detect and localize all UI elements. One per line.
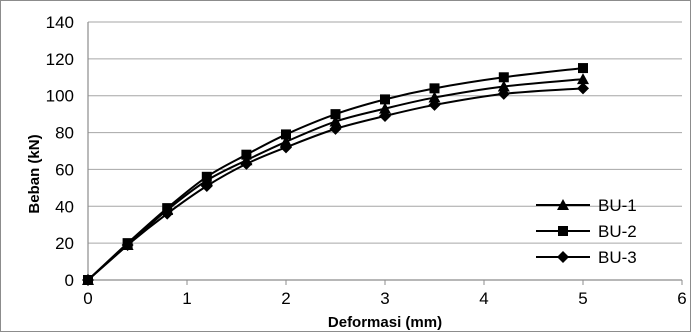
data-point-bu-1 bbox=[329, 115, 342, 127]
y-tick-label: 60 bbox=[55, 160, 74, 179]
series-lines bbox=[82, 63, 589, 286]
data-point-bu-3 bbox=[497, 87, 510, 100]
x-tick-label: 2 bbox=[281, 289, 290, 308]
series-line-bu-2 bbox=[87, 67, 584, 281]
x-tick-label: 4 bbox=[479, 289, 488, 308]
legend-label-bu-3: BU-3 bbox=[598, 248, 637, 267]
series-bu-2 bbox=[83, 63, 588, 285]
data-point-bu-1 bbox=[428, 91, 441, 103]
data-point-bu-3 bbox=[200, 180, 213, 193]
x-axis-title: Deformasi (mm) bbox=[328, 314, 442, 331]
data-point-bu-2 bbox=[578, 63, 588, 74]
gridlines bbox=[88, 21, 682, 244]
y-tick-label: 140 bbox=[46, 13, 74, 32]
data-point-bu-3 bbox=[161, 207, 174, 220]
x-tick-label: 6 bbox=[677, 289, 686, 308]
data-point-bu-2 bbox=[241, 149, 252, 160]
data-point-bu-3 bbox=[379, 109, 391, 122]
legend-item-bu-3: BU-3 bbox=[536, 248, 637, 267]
legend-item-bu-1: BU-1 bbox=[536, 196, 637, 215]
data-point-bu-1 bbox=[379, 102, 391, 114]
data-point-bu-1 bbox=[280, 135, 292, 147]
y-axis-title: Beban (kN) bbox=[26, 134, 43, 213]
data-point-bu-1 bbox=[577, 73, 589, 85]
x-tick-label: 3 bbox=[380, 289, 389, 308]
y-tick-label: 20 bbox=[55, 234, 74, 253]
legend-item-bu-2: BU-2 bbox=[536, 222, 637, 241]
data-point-bu-2 bbox=[201, 171, 212, 182]
legend-marker-bu-3 bbox=[557, 251, 569, 263]
series-bu-3 bbox=[82, 82, 589, 286]
data-point-bu-2 bbox=[429, 83, 440, 94]
data-point-bu-2 bbox=[330, 109, 341, 120]
legend-label-bu-1: BU-1 bbox=[598, 196, 637, 215]
axes bbox=[87, 22, 683, 285]
legend-label-bu-2: BU-2 bbox=[598, 222, 637, 241]
y-tick-label: 120 bbox=[46, 50, 74, 69]
data-point-bu-3 bbox=[428, 98, 441, 111]
y-tick-label: 100 bbox=[46, 87, 74, 106]
x-tick-labels: 0 1 2 3 4 5 6 bbox=[83, 289, 686, 308]
x-tick-label: 5 bbox=[578, 289, 587, 308]
legend: BU-1 BU-2 BU-3 bbox=[536, 196, 637, 267]
data-point-bu-1 bbox=[497, 80, 510, 92]
data-point-bu-3 bbox=[280, 141, 292, 154]
legend-marker-bu-2 bbox=[558, 226, 568, 236]
x-tick-label: 0 bbox=[83, 289, 92, 308]
data-point-bu-2 bbox=[281, 129, 291, 140]
data-point-bu-3 bbox=[121, 238, 134, 251]
y-tick-label: 0 bbox=[65, 271, 74, 290]
data-point-bu-3 bbox=[240, 157, 253, 170]
x-tick-label: 1 bbox=[182, 289, 191, 308]
data-point-bu-3 bbox=[82, 274, 94, 286]
data-point-bu-2 bbox=[380, 94, 390, 105]
y-tick-label: 80 bbox=[55, 124, 74, 143]
data-point-bu-3 bbox=[329, 122, 342, 135]
y-tick-labels: 0 20 40 60 80 100 120 140 bbox=[46, 13, 74, 290]
series-bu-1 bbox=[82, 73, 589, 285]
legend-marker-bu-1 bbox=[557, 199, 569, 210]
data-point-bu-3 bbox=[577, 82, 589, 95]
data-point-bu-2 bbox=[498, 72, 509, 83]
y-tick-label: 40 bbox=[55, 197, 74, 216]
